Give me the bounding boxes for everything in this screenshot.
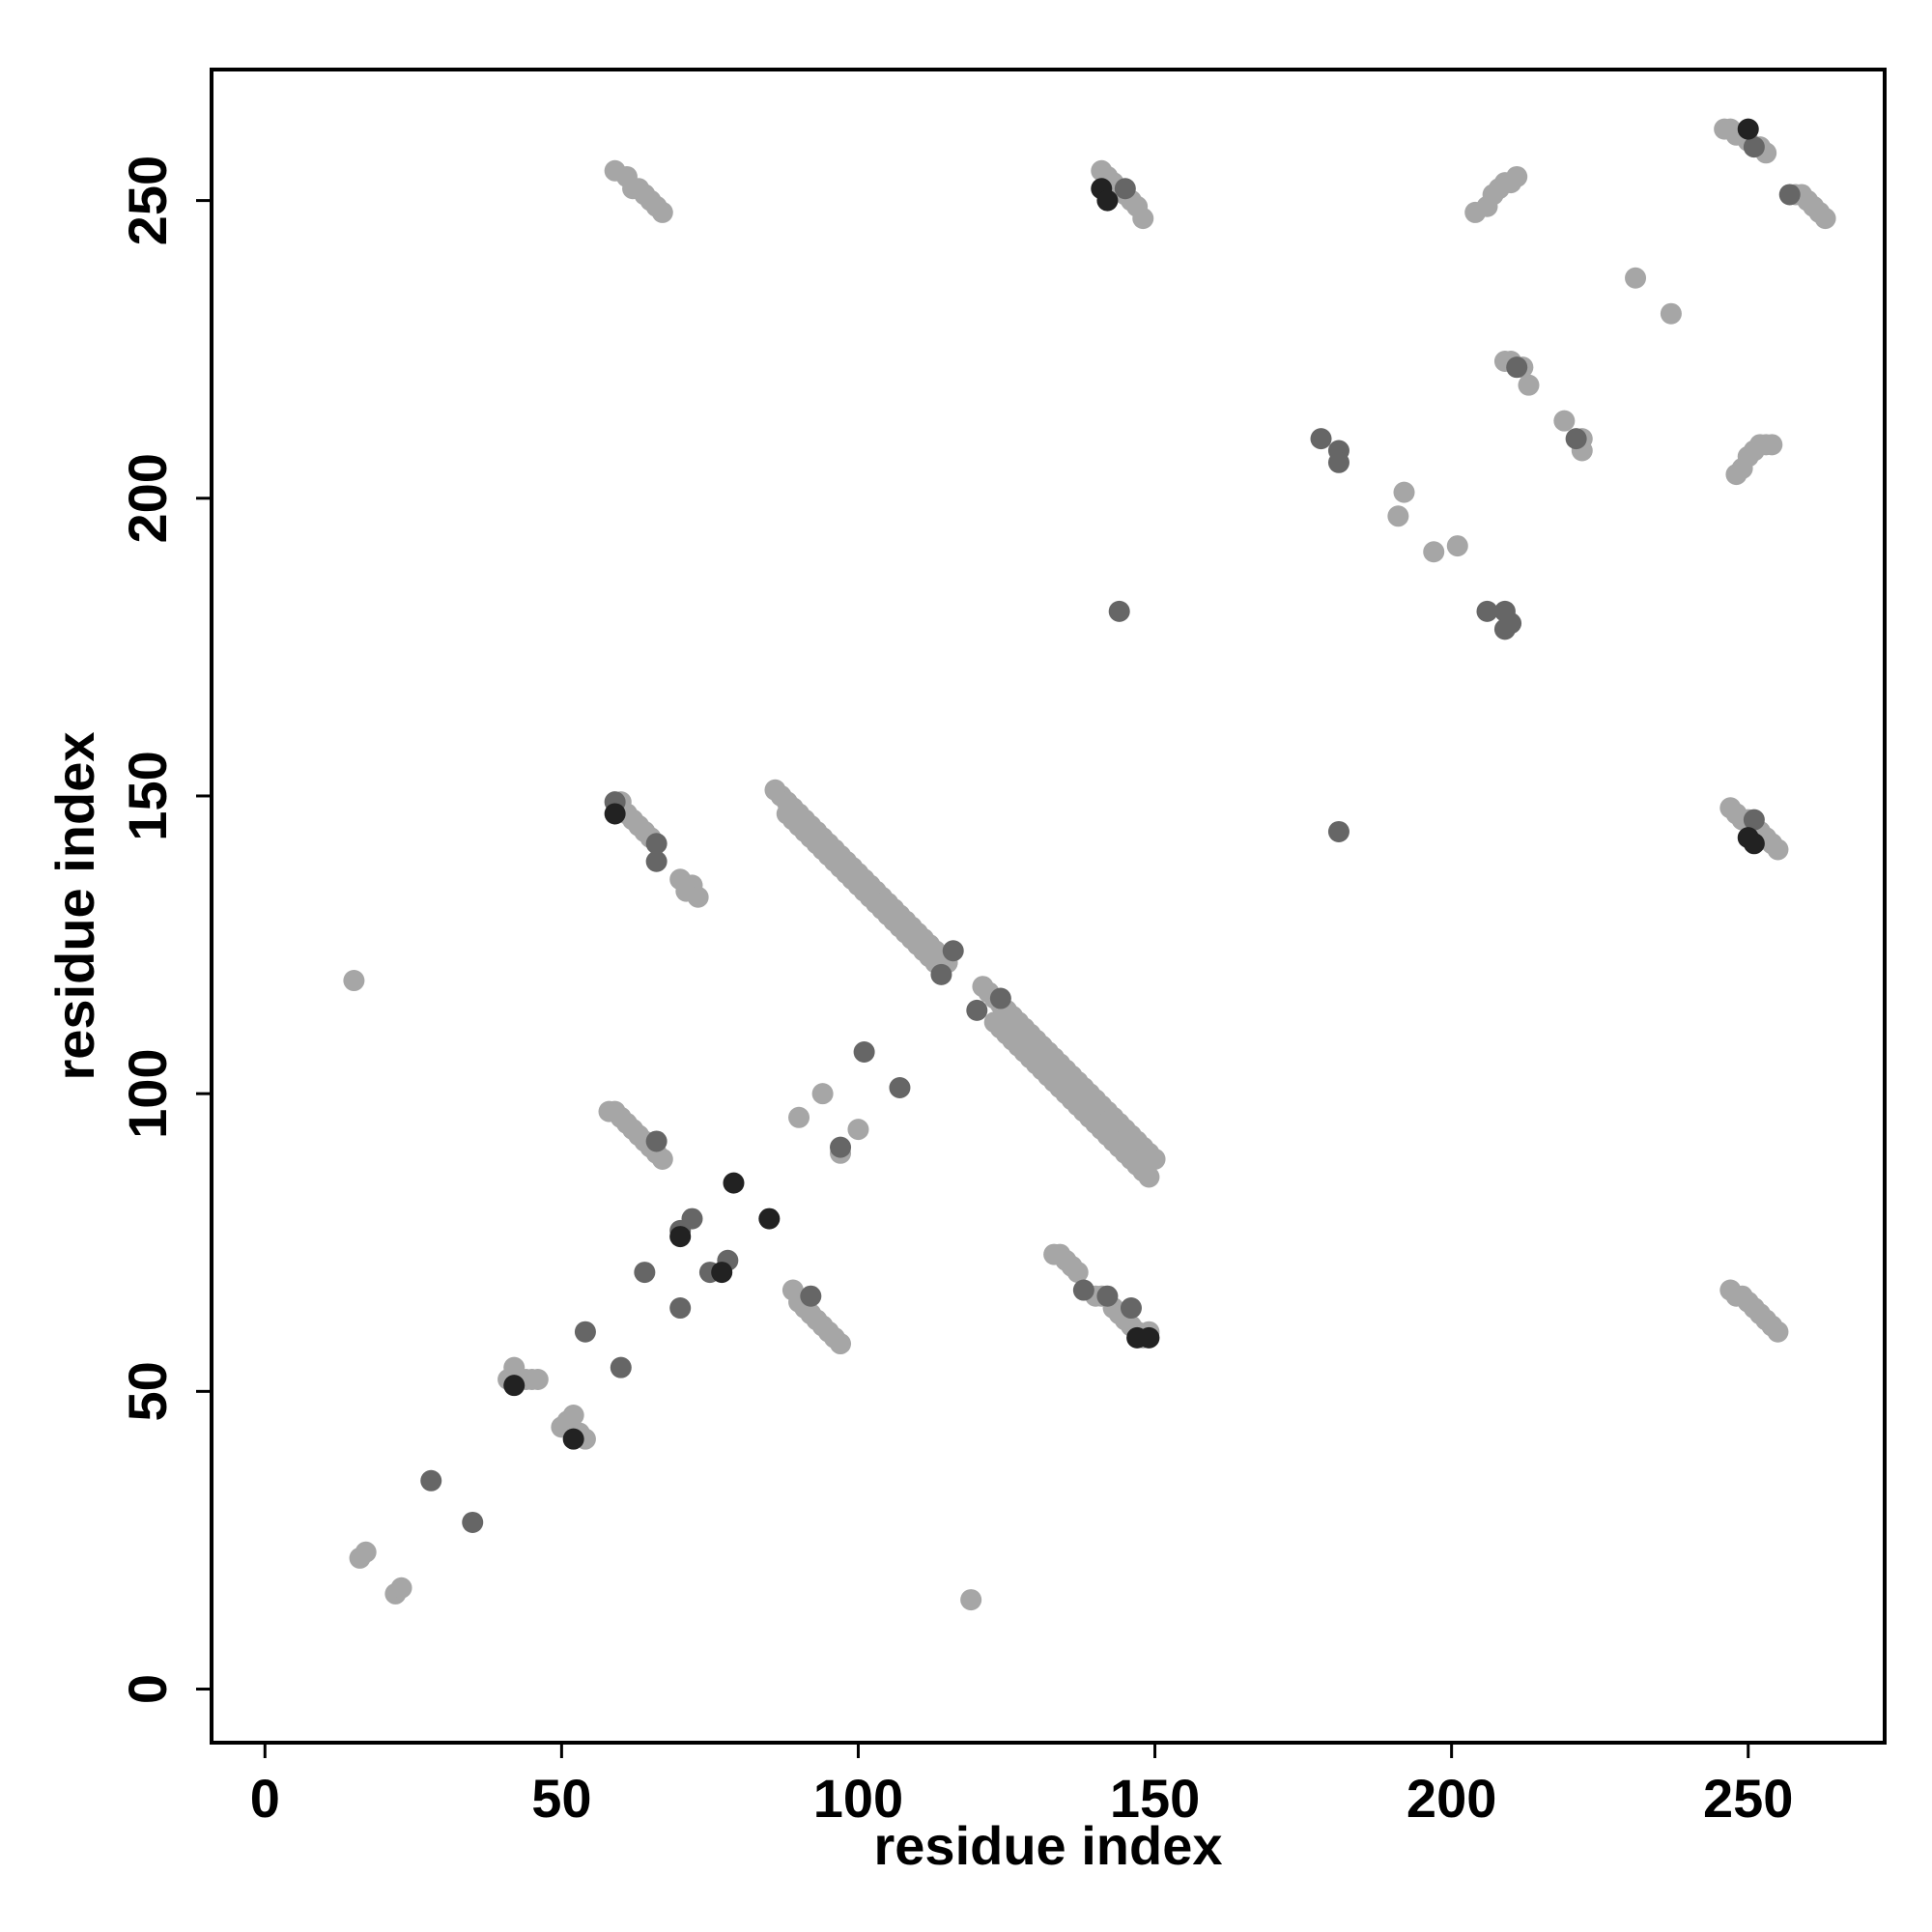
x-tick-label: 0 <box>250 1768 280 1829</box>
point <box>669 1297 692 1320</box>
point <box>562 1404 584 1426</box>
point <box>645 1130 668 1152</box>
y-tick-label: 200 <box>117 453 178 543</box>
point <box>942 940 964 962</box>
point <box>811 1083 834 1105</box>
point <box>1096 189 1119 212</box>
point <box>1778 184 1801 206</box>
point <box>788 1106 810 1128</box>
point <box>966 999 988 1021</box>
point <box>1743 833 1765 855</box>
point <box>1493 618 1516 640</box>
y-tick-label: 50 <box>117 1361 178 1421</box>
x-tick-label: 150 <box>1110 1768 1200 1829</box>
point <box>610 1356 632 1378</box>
point <box>462 1511 484 1533</box>
point <box>830 1333 852 1355</box>
x-tick-label: 250 <box>1703 1768 1793 1829</box>
point <box>1132 208 1154 230</box>
point <box>645 850 668 872</box>
points-layer <box>343 118 1836 1611</box>
point <box>1761 434 1783 456</box>
point <box>1814 208 1836 230</box>
point <box>634 1262 656 1284</box>
x-axis-title: residue index <box>873 1815 1222 1876</box>
point <box>800 1285 822 1307</box>
point <box>1423 541 1445 563</box>
x-tick-label: 100 <box>813 1768 903 1829</box>
point <box>1625 267 1647 289</box>
y-tick-label: 100 <box>117 1048 178 1138</box>
point <box>711 1262 733 1284</box>
point <box>355 1541 377 1563</box>
point <box>1120 1297 1142 1320</box>
point <box>1327 820 1350 842</box>
point <box>651 1148 673 1170</box>
point <box>1506 356 1528 379</box>
point <box>1767 1321 1789 1343</box>
y-tick-label: 0 <box>117 1674 178 1704</box>
y-tick-label: 150 <box>117 751 178 840</box>
point <box>830 1136 852 1158</box>
y-axis-title: residue index <box>44 731 105 1080</box>
point <box>1553 410 1576 432</box>
point <box>343 970 365 992</box>
point <box>1446 535 1468 557</box>
plot-frame <box>210 68 1887 1745</box>
point <box>687 886 709 908</box>
point <box>853 1041 875 1064</box>
axes-layer: 0 50 100 150 200 250 0 50 100 150 200 250 <box>117 156 1794 1829</box>
point <box>645 833 668 855</box>
point <box>1108 600 1130 622</box>
point <box>420 1469 442 1492</box>
point <box>1767 838 1789 861</box>
point <box>1138 1326 1160 1349</box>
point <box>1072 1279 1094 1301</box>
point <box>1743 809 1765 831</box>
point <box>503 1375 526 1397</box>
point <box>1518 374 1540 396</box>
point <box>1138 1166 1160 1188</box>
point <box>1737 118 1759 140</box>
point <box>1310 428 1332 450</box>
point <box>1327 451 1350 473</box>
point <box>526 1369 549 1391</box>
point <box>758 1208 781 1230</box>
point <box>1660 302 1682 325</box>
point <box>889 1076 911 1098</box>
point <box>1743 136 1765 158</box>
point <box>1506 165 1528 187</box>
point <box>681 1208 703 1230</box>
point <box>930 963 952 985</box>
point <box>1066 1262 1089 1284</box>
point <box>651 201 673 223</box>
point <box>669 1226 692 1248</box>
point <box>1393 481 1415 503</box>
point <box>847 1119 869 1141</box>
point <box>390 1577 412 1599</box>
point <box>1476 600 1498 622</box>
y-tick-label: 250 <box>117 156 178 245</box>
point <box>989 987 1011 1009</box>
point <box>574 1321 596 1343</box>
point <box>1114 178 1136 200</box>
point <box>1387 505 1409 527</box>
point <box>960 1589 982 1611</box>
point <box>723 1172 745 1194</box>
x-tick-label: 200 <box>1406 1768 1496 1829</box>
point <box>562 1428 584 1450</box>
point <box>1565 428 1587 450</box>
point <box>1096 1285 1119 1307</box>
x-tick-label: 50 <box>531 1768 591 1829</box>
point <box>604 803 626 825</box>
